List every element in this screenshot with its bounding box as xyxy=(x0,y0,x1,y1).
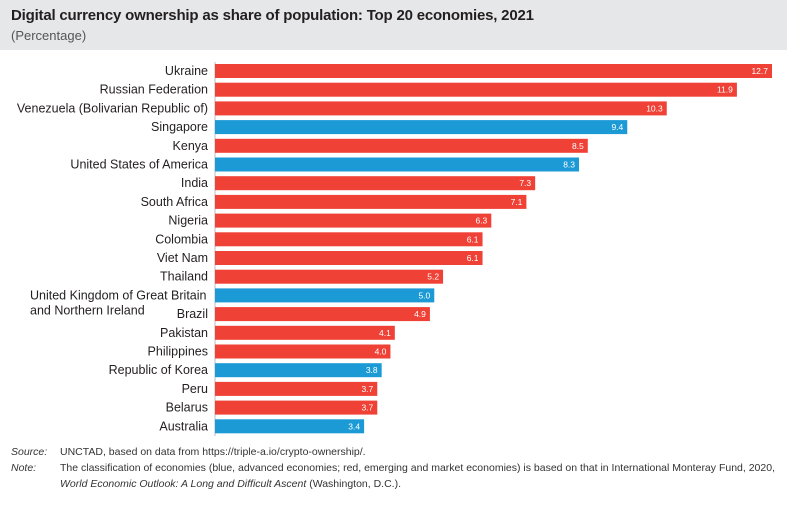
bar xyxy=(215,363,382,378)
category-label: Republic of Korea xyxy=(109,363,208,377)
category-label: Viet Nam xyxy=(157,251,208,265)
bar-value-label: 12.7 xyxy=(751,66,768,76)
category-label: Nigeria xyxy=(168,214,208,228)
bar-value-label: 3.8 xyxy=(366,365,378,375)
chart-title: Digital currency ownership as share of p… xyxy=(11,7,534,24)
category-label: Ukraine xyxy=(165,64,208,78)
bar-value-label: 4.0 xyxy=(375,347,387,357)
bar-value-label: 7.1 xyxy=(511,197,523,207)
bar xyxy=(215,400,378,415)
category-label: Colombia xyxy=(155,232,208,246)
category-label: United Kingdom of Great Britain and North… xyxy=(30,288,207,317)
bar-value-label: 4.9 xyxy=(414,309,426,319)
bar-value-label: 3.4 xyxy=(348,421,360,431)
chart-subtitle: (Percentage) xyxy=(11,28,87,43)
category-label: Venezuela (Bolivarian Republic of) xyxy=(17,101,208,115)
bar-value-label: 8.5 xyxy=(572,141,584,151)
bar xyxy=(215,419,365,434)
bar xyxy=(215,176,536,191)
chart-header: Digital currency ownership as share of p… xyxy=(0,0,787,50)
bar-value-label: 8.3 xyxy=(563,160,575,170)
category-label: Australia xyxy=(159,419,208,433)
bar xyxy=(215,157,580,172)
note-publication-rest: (Washington, D.C.). xyxy=(306,478,402,490)
note-line-1: The classification of economies (blue, a… xyxy=(60,462,775,474)
bar xyxy=(215,325,395,340)
bar xyxy=(215,232,483,247)
category-label: Singapore xyxy=(151,120,208,134)
bar xyxy=(215,269,444,284)
bar xyxy=(215,288,435,303)
bar-value-label: 5.2 xyxy=(427,272,439,282)
category-label: Thailand xyxy=(160,270,208,284)
bar xyxy=(215,251,483,265)
category-label: Russian Federation xyxy=(100,83,208,97)
bar-value-label: 5.0 xyxy=(418,290,430,300)
category-label: Belarus xyxy=(166,401,208,415)
bar-value-label: 9.4 xyxy=(611,122,623,132)
category-label: South Africa xyxy=(141,195,208,209)
note-line-2: World Economic Outlook: A Long and Diffi… xyxy=(60,478,401,490)
bar xyxy=(215,120,628,135)
category-label-line: United Kingdom of Great Britain xyxy=(30,288,207,302)
bar xyxy=(215,138,588,153)
category-label: Brazil xyxy=(177,307,208,321)
bar-chart: 12.7 Ukraine 11.9 Russian Federation 10.3 Ven… xyxy=(17,62,772,436)
category-label: Pakistan xyxy=(160,326,208,340)
bar-value-label: 6.3 xyxy=(475,216,487,226)
bar xyxy=(215,194,527,209)
source-key: Source: xyxy=(11,446,48,458)
bar-value-label: 3.7 xyxy=(361,403,373,413)
bar-value-label: 6.1 xyxy=(467,253,479,263)
bar xyxy=(215,344,391,359)
category-label-line: and Northern Ireland xyxy=(30,303,145,317)
bar-value-label: 6.1 xyxy=(467,234,479,244)
bar-value-label: 7.3 xyxy=(519,178,531,188)
category-label: Philippines xyxy=(148,345,208,359)
bar-value-label: 3.7 xyxy=(361,384,373,394)
bar xyxy=(215,64,772,78)
bar-value-label: 11.9 xyxy=(717,85,733,95)
bar xyxy=(215,307,430,322)
category-label: United States of America xyxy=(70,158,208,172)
note-publication-title: World Economic Outlook: A Long and Diffi… xyxy=(60,478,307,490)
note-key: Note: xyxy=(11,462,37,474)
bar xyxy=(215,381,378,396)
source-text: UNCTAD, based on data from https://tripl… xyxy=(60,446,366,458)
category-label: Kenya xyxy=(173,139,208,153)
bar xyxy=(215,82,737,97)
category-label: India xyxy=(181,176,208,190)
bar xyxy=(215,213,492,228)
bar-value-label: 4.1 xyxy=(379,328,391,338)
bar-value-label: 10.3 xyxy=(646,103,663,113)
category-label: Peru xyxy=(182,382,208,396)
bar xyxy=(215,101,667,116)
